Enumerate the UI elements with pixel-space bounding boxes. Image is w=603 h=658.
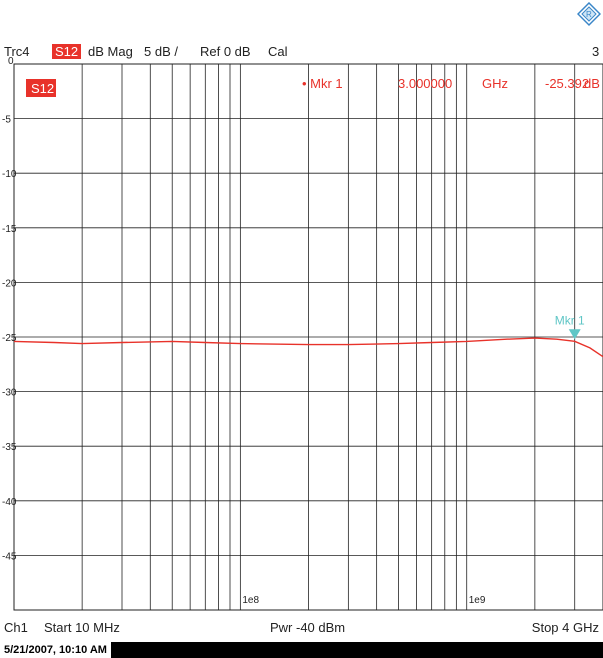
timestamp: 5/21/2007, 10:10 AM — [0, 642, 111, 658]
y-tick-label: -35 — [2, 442, 17, 453]
cal-label: Cal — [268, 44, 288, 59]
grid — [13, 63, 603, 611]
rs-logo-icon: R — [577, 2, 601, 27]
y-tick-label: 0 — [8, 56, 14, 67]
format-label[interactable]: dB Mag — [88, 44, 133, 59]
plot-area: 0 -5 -10 -15 -20 -25 -30 -35 -40 -45 1e8 1e9 Mkr 1… — [2, 56, 603, 611]
x-tick-label-bg — [467, 592, 488, 606]
marker-readout-value-unit: dB — [584, 76, 600, 91]
channel-label: Ch1 — [4, 620, 28, 635]
sweep-footer: Ch1 Start 10 MHz Pwr -40 dBm Stop 4 GHz — [0, 618, 603, 640]
y-tick-label: -20 — [2, 278, 17, 289]
power-label[interactable]: Pwr -40 dBm — [270, 620, 346, 635]
param-badge[interactable]: S12 — [52, 44, 82, 59]
trace-id: Trc4 — [4, 44, 30, 59]
marker-readout-label: • Mkr 1 — [302, 76, 343, 91]
marker-readout-freq-unit: GHz — [482, 76, 508, 91]
ref-label[interactable]: Ref 0 dB — [200, 44, 251, 59]
trace-layer — [13, 337, 603, 358]
y-tick-label: -15 — [2, 224, 17, 235]
x-axis-ticks: 1e8 1e9 — [241, 592, 488, 606]
x-tick-label-bg — [241, 592, 262, 606]
trace-label-text: S12 — [31, 81, 54, 96]
y-axis-ticks: 0 -5 -10 -15 -20 -25 -30 -35 -40 -45 — [2, 56, 17, 562]
marker-readout: • Mkr 1 3.000000 GHz -25.392 dB — [302, 76, 600, 91]
start-freq[interactable]: Start 10 MHz — [44, 620, 120, 635]
marker-layer: Mkr 1 — [555, 313, 585, 340]
trace-label-box[interactable] — [26, 79, 56, 97]
y-tick-label: -25 — [2, 333, 17, 344]
marker-triangle — [568, 329, 581, 340]
scale-label[interactable]: 5 dB / — [144, 44, 178, 59]
marker-readout-value: -25.392 — [545, 76, 589, 91]
status-bar: 5/21/2007, 10:10 AM — [0, 642, 603, 658]
x-tick-label: 1e8 — [242, 595, 259, 606]
x-tick-label: 1e9 — [469, 595, 486, 606]
marker-label: Mkr 1 — [555, 313, 585, 327]
y-tick-label: -40 — [2, 497, 17, 508]
marker-readout-freq: 3.000000 — [398, 76, 452, 91]
y-tick-label: -5 — [2, 115, 11, 126]
trace-header: Trc4 S12 dB Mag 5 dB / Ref 0 dB Cal 3 — [0, 40, 603, 62]
channel-number: 3 — [592, 44, 600, 59]
y-tick-label: -10 — [2, 169, 17, 180]
trace-line — [13, 337, 603, 358]
y-tick-label: -30 — [2, 388, 17, 399]
svg-text:R: R — [586, 10, 592, 19]
y-tick-label: -45 — [2, 551, 17, 562]
stop-freq[interactable]: Stop 4 GHz — [531, 620, 599, 635]
